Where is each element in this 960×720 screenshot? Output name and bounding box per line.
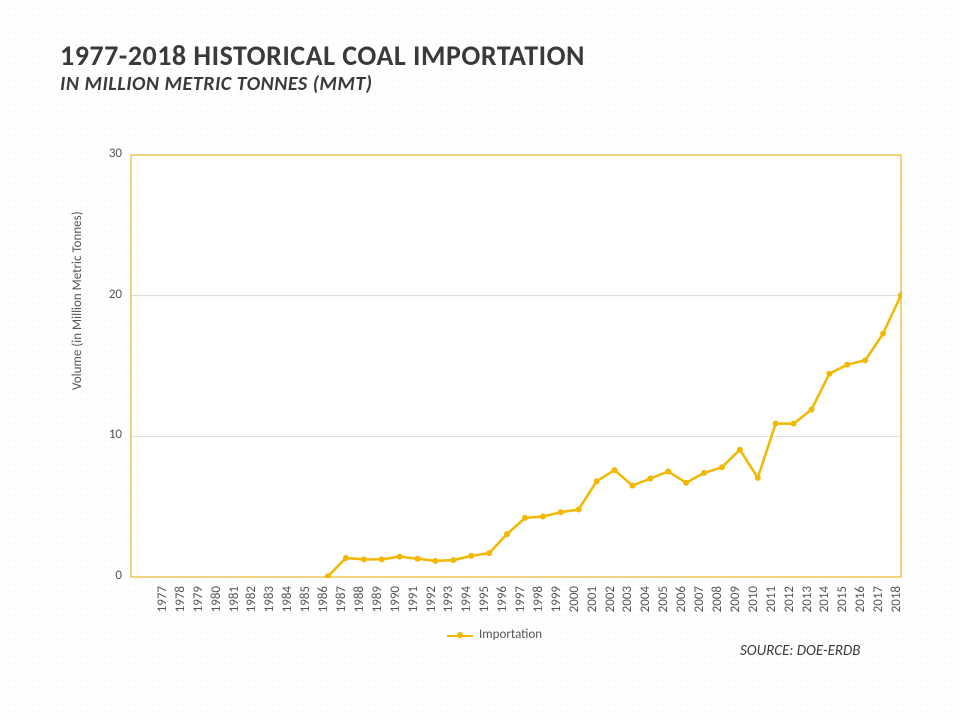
x-tick-label: 1978 — [173, 586, 188, 616]
y-tick-label: 0 — [92, 568, 122, 583]
source-label: SOURCE: DOE-ERDB — [740, 642, 860, 660]
x-tick-label: 2000 — [567, 586, 582, 616]
x-tick-label: 2011 — [764, 586, 779, 616]
x-tick-label: 2005 — [656, 586, 671, 616]
x-tick-label: 1981 — [227, 586, 242, 616]
x-tick-label: 1980 — [209, 586, 224, 616]
x-tick-label: 1988 — [352, 586, 367, 616]
legend-label: Importation — [479, 627, 542, 642]
x-tick-label: 2014 — [817, 586, 832, 616]
x-tick-label: 2004 — [638, 586, 653, 616]
x-tick-label: 1983 — [262, 586, 277, 616]
y-tick-label: 10 — [92, 427, 122, 442]
x-tick-label: 1985 — [298, 586, 313, 616]
x-tick-label: 1993 — [441, 586, 456, 616]
chart-subtitle: IN MILLION METRIC TONNES (MMT) — [60, 72, 373, 96]
x-tick-label: 1999 — [549, 586, 564, 616]
x-tick-label: 1996 — [495, 586, 510, 616]
x-tick-label: 2003 — [620, 586, 635, 616]
x-tick-label: 1998 — [531, 586, 546, 616]
x-tick-label: 1986 — [316, 586, 331, 616]
chart-title: 1977-2018 HISTORICAL COAL IMPORTATION — [60, 38, 585, 73]
x-tick-label: 1989 — [370, 586, 385, 616]
x-tick-label: 1997 — [513, 586, 528, 616]
x-tick-label: 2010 — [746, 586, 761, 616]
y-tick-label: 30 — [92, 146, 122, 161]
x-tick-label: 1982 — [244, 586, 259, 616]
x-tick-label: 2018 — [889, 586, 904, 616]
x-tick-label: 1995 — [477, 586, 492, 616]
x-tick-label: 2007 — [692, 586, 707, 616]
x-tick-label: 1984 — [280, 586, 295, 616]
x-tick-label: 1979 — [191, 586, 206, 616]
page: 1977-2018 HISTORICAL COAL IMPORTATION IN… — [0, 0, 960, 720]
x-tick-label: 1991 — [406, 586, 421, 616]
y-axis-label: Volume (in Million Metric Tonnes) — [70, 211, 85, 390]
y-tick-label: 20 — [92, 287, 122, 302]
chart-plot — [130, 154, 902, 578]
x-tick-label: 1992 — [424, 586, 439, 616]
x-tick-label: 2006 — [674, 586, 689, 616]
x-tick-label: 2012 — [782, 586, 797, 616]
x-tick-label: 2013 — [800, 586, 815, 616]
x-tick-label: 1977 — [155, 586, 170, 616]
x-tick-label: 2008 — [710, 586, 725, 616]
x-tick-label: 2017 — [871, 586, 886, 616]
x-tick-label: 1994 — [459, 586, 474, 616]
x-tick-label: 1987 — [334, 586, 349, 616]
x-tick-label: 2002 — [603, 586, 618, 616]
x-tick-label: 1990 — [388, 586, 403, 616]
x-tick-label: 2016 — [853, 586, 868, 616]
x-tick-label: 2009 — [728, 586, 743, 616]
legend-marker-icon — [457, 632, 463, 638]
x-tick-label: 2015 — [835, 586, 850, 616]
x-tick-label: 2001 — [585, 586, 600, 616]
